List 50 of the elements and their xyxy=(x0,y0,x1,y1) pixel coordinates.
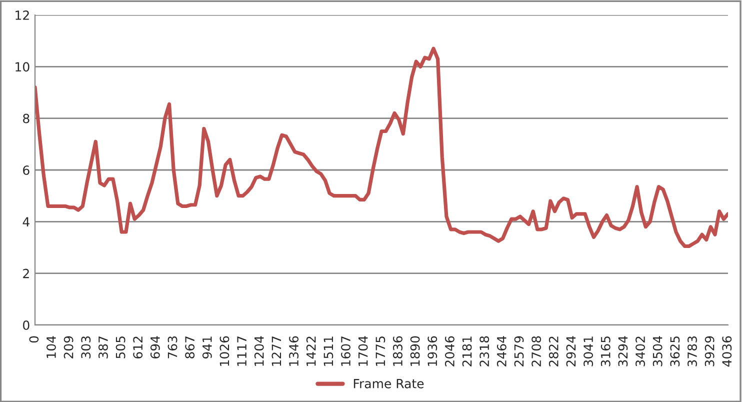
x-tick-label: 1117 xyxy=(237,336,246,366)
x-tick-label: 3294 xyxy=(618,336,628,366)
x-tick-label: 1607 xyxy=(341,336,350,366)
legend-label: Frame Rate xyxy=(354,379,424,388)
x-tick-label: 3165 xyxy=(600,336,610,366)
x-tick-label: 1775 xyxy=(376,336,386,366)
y-tick-label: 4 xyxy=(22,217,30,226)
x-tick-label: 2708 xyxy=(532,336,542,366)
x-tick-label: 1836 xyxy=(392,336,402,366)
x-tick-label: 1936 xyxy=(428,336,438,366)
x-tick-label: 2822 xyxy=(548,336,558,366)
x-tick-label: 2464 xyxy=(496,336,506,366)
x-tick-label: 3041 xyxy=(584,336,594,366)
x-tick-label: 1204 xyxy=(254,336,264,366)
x-tick-label: 3929 xyxy=(704,336,714,366)
x-tick-label: 1346 xyxy=(289,336,298,366)
y-tick-label: 6 xyxy=(23,165,30,175)
x-tick-label: 387 xyxy=(98,336,108,358)
x-tick-label: 1277 xyxy=(272,336,281,366)
x-tick-label: 867 xyxy=(185,336,195,358)
x-tick-label: 104 xyxy=(46,336,56,358)
x-tick-label: 3402 xyxy=(636,336,645,366)
x-tick-label: 2181 xyxy=(462,336,472,366)
x-tick-label: 0 xyxy=(29,336,39,343)
y-tick-label: 12 xyxy=(16,10,29,20)
x-tick-label: 2318 xyxy=(480,336,490,366)
x-tick-label: 1890 xyxy=(410,336,420,366)
x-tick-label: 3504 xyxy=(652,336,662,366)
x-tick-label: 612 xyxy=(133,336,143,358)
x-tick-label: 1026 xyxy=(220,336,230,366)
x-tick-label: 1511 xyxy=(324,336,334,366)
x-tick-label: 1704 xyxy=(358,336,368,366)
x-tick-label: 763 xyxy=(168,336,178,358)
x-tick-label: 303 xyxy=(81,336,91,358)
x-tick-label: 3783 xyxy=(688,336,697,366)
x-tick-label: 3625 xyxy=(670,336,680,366)
x-tick-label: 1422 xyxy=(306,336,316,366)
x-tick-label: 4036 xyxy=(722,336,732,367)
y-tick-label: 0 xyxy=(23,320,30,330)
y-tick-label: 2 xyxy=(23,268,29,278)
x-tick-label: 505 xyxy=(116,336,126,358)
y-tick-label: 10 xyxy=(16,62,30,72)
x-tick-label: 2046 xyxy=(444,336,454,366)
x-tick-label: 2579 xyxy=(514,336,524,366)
x-tick-label: 209 xyxy=(64,336,74,358)
x-tick-label: 694 xyxy=(150,336,160,358)
y-tick-label: 8 xyxy=(23,114,30,124)
x-tick-label: 2924 xyxy=(566,336,576,366)
x-tick-label: 941 xyxy=(202,336,212,358)
line-series xyxy=(35,46,728,248)
